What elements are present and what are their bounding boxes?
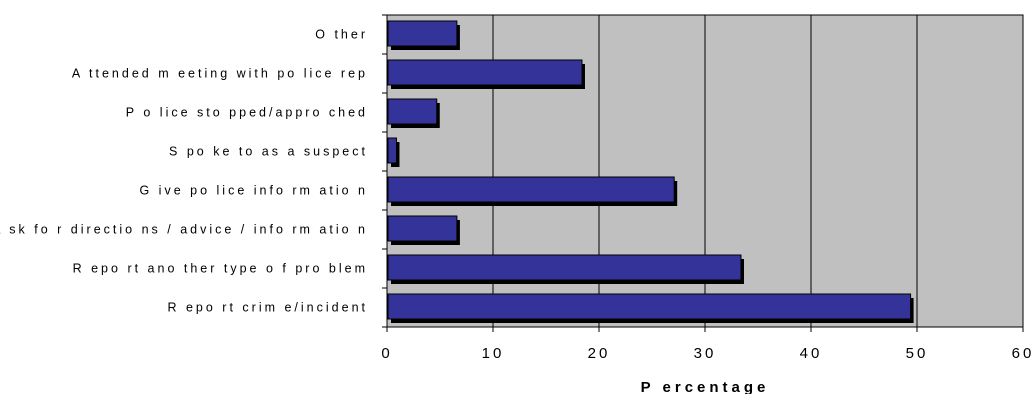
x-tick-label: 60 — [1012, 345, 1033, 362]
bar — [387, 215, 458, 242]
x-axis: 0 10 20 30 40 50 60 — [381, 327, 1033, 362]
bar — [387, 98, 438, 125]
x-axis-title: P ercentage — [641, 379, 770, 394]
bar — [387, 137, 397, 164]
x-tick-label: 50 — [906, 345, 929, 362]
x-tick-label: 10 — [482, 345, 505, 362]
x-tick-label: 30 — [694, 345, 717, 362]
bar — [387, 254, 742, 281]
category-labels: O ther A ttended m eeting with po lice re… — [0, 14, 387, 328]
category-label: A sk fo r directio ns / advice / info rm… — [0, 223, 368, 237]
bar — [387, 176, 675, 203]
category-label: S po ke to as a suspect — [169, 145, 368, 159]
category-label: A ttended m eeting with po lice rep — [72, 67, 368, 81]
category-label: O ther — [315, 28, 368, 42]
bars — [387, 20, 914, 323]
category-label: G ive po lice info rm atio n — [139, 184, 368, 198]
x-tick-label: 0 — [381, 345, 392, 362]
x-tick-label: 20 — [588, 345, 611, 362]
category-label: P o lice sto pped/appro ched — [126, 106, 368, 120]
x-tick-label: 40 — [800, 345, 823, 362]
category-label: R epo rt ano ther type o f pro blem — [73, 262, 368, 276]
category-label: R epo rt crim e/incident — [167, 301, 368, 315]
bar — [387, 293, 912, 320]
bar — [387, 59, 583, 86]
bar — [387, 20, 458, 47]
